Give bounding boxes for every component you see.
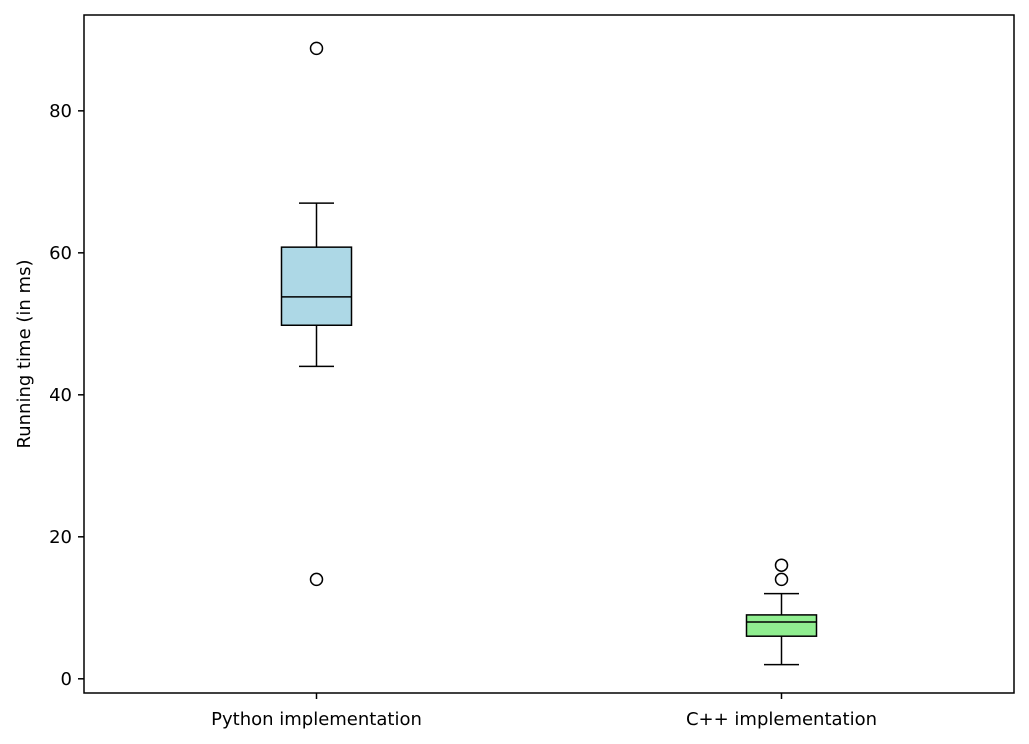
outlier-point [309, 41, 324, 56]
box-group [745, 558, 818, 666]
y-axis-label: Running time (in ms) [14, 260, 35, 449]
box-iqr [745, 614, 818, 637]
y-tick-label: 0 [61, 669, 72, 690]
x-tick-label: Python implementation [211, 709, 422, 730]
y-axis: 0 20 40 60 80 [49, 101, 84, 690]
y-tick-label: 20 [49, 527, 72, 548]
plot-area-frame [83, 14, 1015, 694]
boxes-layer [280, 41, 818, 666]
x-tick-label: C++ implementation [686, 709, 877, 730]
y-tick-label: 80 [49, 101, 72, 122]
outlier-point [774, 558, 789, 572]
y-tick-label: 40 [49, 385, 72, 406]
x-axis: Python implementation C++ implementation [211, 693, 877, 730]
box-group [280, 41, 353, 587]
outlier-point [774, 572, 789, 587]
y-tick-label: 60 [49, 243, 72, 264]
outlier-point [309, 572, 324, 587]
box-iqr [280, 246, 353, 326]
